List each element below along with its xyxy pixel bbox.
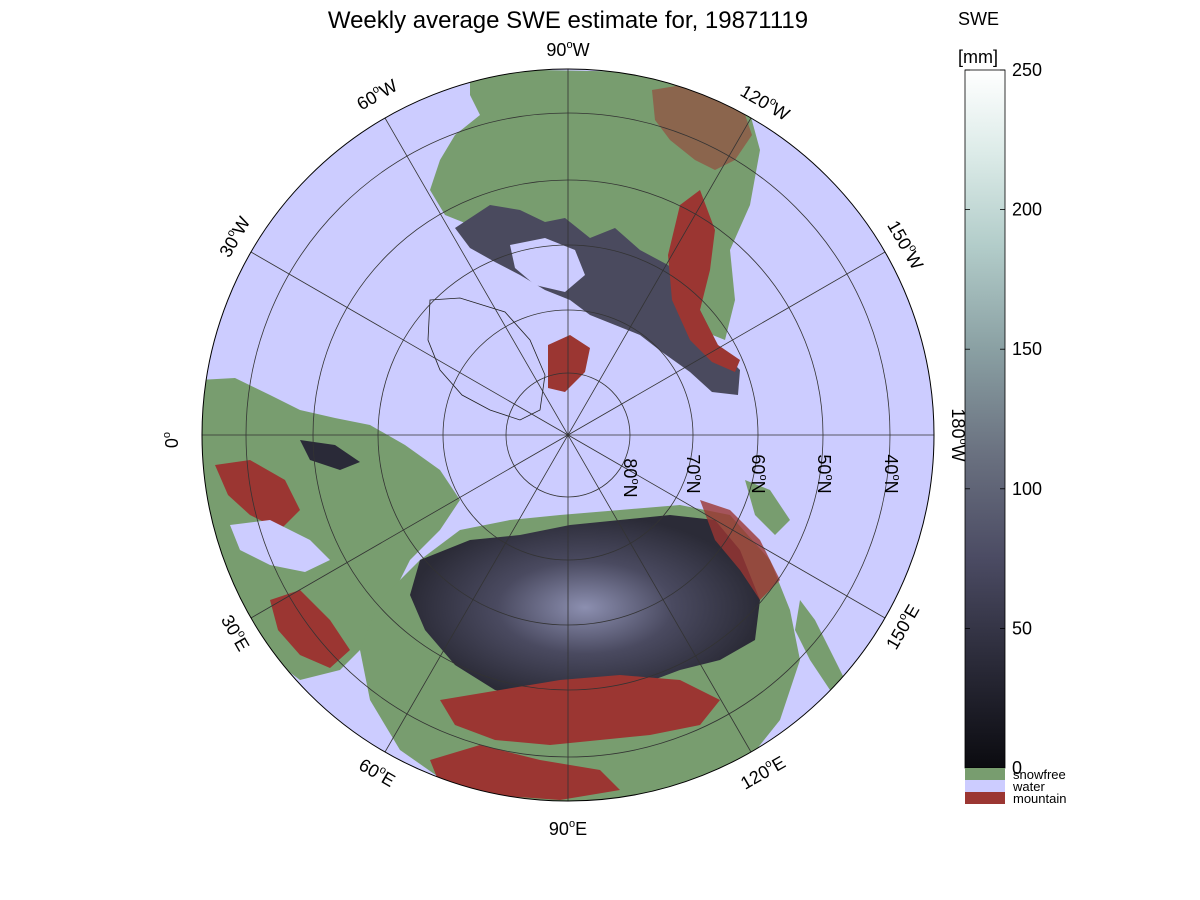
colorbar-gradient [964,69,1006,769]
legend-swatch-water [965,780,1005,792]
label-0: 0o [161,432,182,448]
label-70n: 70oN [683,454,704,493]
label-60e: 60oE [355,754,399,791]
snow-siberia [410,515,760,700]
legend-label-water: water [1012,779,1045,794]
hudson-bay [510,238,585,292]
parallel-labels: 80oN 70oN 60oN 50oN 40oN [620,454,902,497]
label-120e: 120oE [737,751,789,793]
label-30e: 30oE [217,611,254,655]
colorbar-tick-label: 100 [1012,479,1042,499]
label-80n: 80oN [620,458,641,497]
legend-swatch-snowfree [965,768,1005,780]
legend-label-mountain: mountain [1013,791,1066,806]
mountain-himalaya [430,745,620,800]
colorbar-tick-label: 50 [1012,618,1032,638]
legend-label-snowfree: snowfree [1013,767,1066,782]
snow-scandinavia [300,440,360,470]
mediterranean [230,520,330,572]
colorbar-tick-label: 0 [1012,758,1022,778]
label-60w: 60oW [353,74,401,114]
label-60n: 60oN [748,454,769,493]
colorbar-unit: [mm] [958,47,998,67]
map-border [201,68,935,802]
colorbar-tick-label: 200 [1012,200,1042,220]
colorbar-ticks: 0 50 100 150 200 250 [965,60,1042,778]
kamchatka [745,480,790,535]
mountain-central-asia [440,675,720,745]
colorbar-title: SWE [958,9,999,29]
label-90e: 90oE [549,818,587,839]
greenland [427,297,546,421]
polar-map [202,69,934,801]
landmass-europe-africa [202,378,460,680]
label-180w: 180oW [948,408,969,461]
label-30w: 30oW [214,213,254,261]
japan [795,600,845,690]
mountain-baffin [548,335,590,392]
colorbar-tick-label: 250 [1012,60,1042,80]
mountain-mideast [270,590,350,668]
colorbar: SWE [mm] 0 50 100 150 200 250 [958,9,1042,778]
colorbar-tick-label: 150 [1012,339,1042,359]
label-50n: 50oN [814,454,835,493]
map-title: Weekly average SWE estimate for, 1987111… [328,7,808,34]
legend-swatch-mountain [965,792,1005,804]
meridian-150w-30e [250,251,886,619]
label-40n: 40oN [881,454,902,493]
graticule [202,69,934,801]
mountain-rockies [668,190,740,372]
mountain-far-east [700,500,780,600]
label-90w: 90oW [546,39,589,60]
mountain-europe [215,460,300,530]
